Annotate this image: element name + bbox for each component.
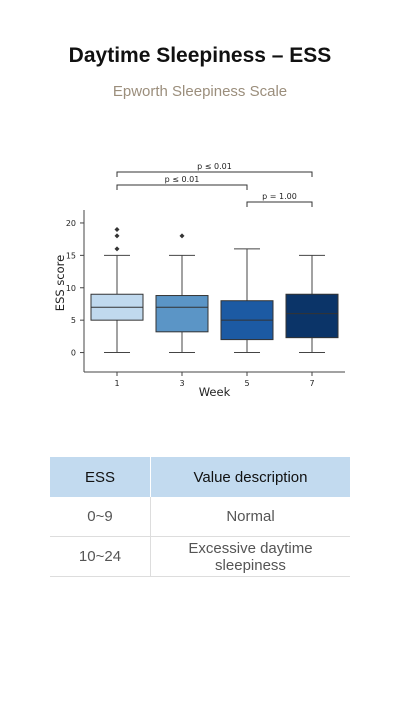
outlier-point bbox=[179, 233, 185, 239]
y-tick-label: 10 bbox=[66, 284, 76, 293]
outlier-point bbox=[114, 233, 120, 239]
table-cell-ess-range: 10~24 bbox=[50, 536, 151, 577]
table-header-ess: ESS bbox=[50, 457, 151, 497]
y-tick-label: 5 bbox=[71, 316, 76, 325]
ess-table: ESS Value description 0~9 Normal 10~24 E… bbox=[50, 457, 350, 577]
table-cell-ess-range: 0~9 bbox=[50, 497, 151, 537]
x-tick-label: 7 bbox=[309, 379, 314, 388]
y-tick-label: 0 bbox=[71, 349, 76, 358]
table-row: 10~24 Excessive daytime sleepiness bbox=[50, 536, 350, 577]
table-header-value-description: Value description bbox=[150, 457, 350, 497]
outlier-point bbox=[114, 226, 120, 232]
table-row: 0~9 Normal bbox=[50, 497, 350, 537]
significance-bracket bbox=[116, 171, 313, 177]
page-title: Daytime Sleepiness – ESS bbox=[68, 44, 332, 67]
y-axis-label: ESS score bbox=[53, 255, 67, 311]
significance-bracket bbox=[116, 184, 248, 190]
significance-label: p ≤ 0.01 bbox=[197, 162, 232, 171]
y-tick-label: 15 bbox=[66, 251, 76, 260]
table-cell-description: Normal bbox=[150, 497, 350, 537]
x-tick-label: 1 bbox=[114, 379, 119, 388]
significance-label: p ≤ 0.01 bbox=[165, 175, 200, 184]
x-tick-label: 5 bbox=[244, 379, 249, 388]
box-week-3 bbox=[155, 295, 209, 333]
page-subtitle: Epworth Sleepiness Scale bbox=[112, 83, 288, 100]
ess-boxplot-chart: 0 5 10 15 20 1 3 5 7 Week ESS score p ≤ 0.01 p ≤ 0.0… bbox=[53, 162, 345, 399]
table-header-row: ESS Value description bbox=[50, 457, 350, 497]
significance-bracket bbox=[246, 201, 313, 207]
table-cell-description: Excessive daytime sleepiness bbox=[150, 536, 350, 577]
x-axis-label: Week bbox=[199, 385, 231, 399]
y-tick-label: 20 bbox=[66, 219, 76, 228]
box-week-7 bbox=[285, 293, 339, 339]
x-tick-label: 3 bbox=[179, 379, 184, 388]
outlier-point bbox=[114, 246, 120, 252]
significance-label: p = 1.00 bbox=[262, 192, 297, 201]
